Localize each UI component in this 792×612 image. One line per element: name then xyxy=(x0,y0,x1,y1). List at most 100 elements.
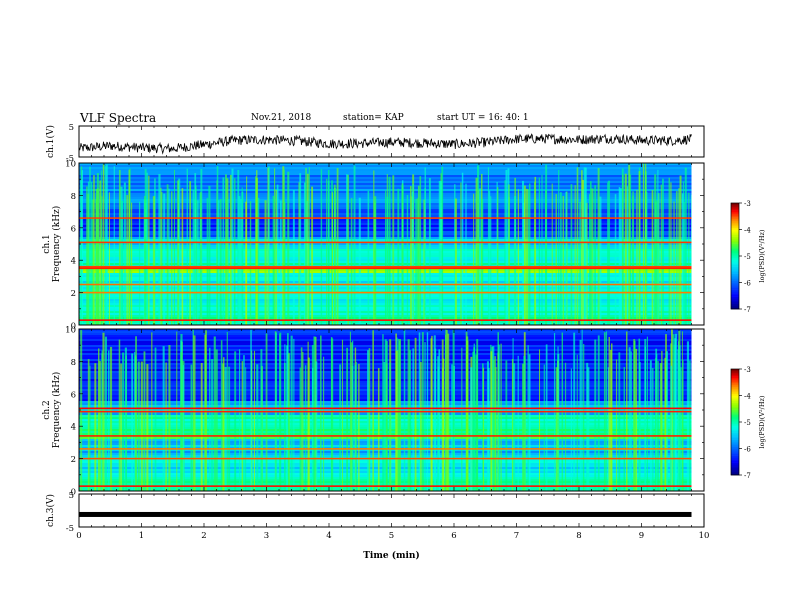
spectro-impulse xyxy=(410,186,412,325)
spectro-impulse xyxy=(118,339,121,491)
y-tick-label: 0 xyxy=(71,322,76,332)
colorbar-step xyxy=(731,377,739,380)
spectro-impulse xyxy=(168,345,171,491)
spectro-impulse xyxy=(397,188,400,325)
x-tick-label: 1 xyxy=(139,531,144,541)
spectro-impulse xyxy=(189,181,192,325)
spectro-impulse xyxy=(497,344,500,491)
spectro-impulse xyxy=(104,165,107,325)
spectro-impulse xyxy=(303,182,306,325)
spectro-impulse xyxy=(306,173,309,325)
narrowband-line xyxy=(79,448,692,450)
colorbar-step xyxy=(731,406,739,409)
colorbar-step xyxy=(731,278,739,282)
colorbar-step xyxy=(731,243,739,246)
spectro-impulse xyxy=(377,368,380,491)
spectro-impulse xyxy=(505,169,508,325)
colorbar-step xyxy=(731,467,739,470)
spectro-row xyxy=(79,175,692,178)
colorbar-step xyxy=(731,231,739,234)
spectro-impulse xyxy=(494,356,496,491)
spectro-impulse xyxy=(655,358,657,491)
spectro-impulse xyxy=(336,168,339,325)
spectro-row xyxy=(79,181,692,184)
spectro-impulse xyxy=(389,362,391,491)
x-tick-label: 2 xyxy=(201,531,206,541)
spectro-impulse xyxy=(526,188,529,325)
colorbar-step xyxy=(731,305,739,308)
spectro-impulse xyxy=(403,329,406,491)
spectro-impulse xyxy=(253,350,256,491)
colorbar-step xyxy=(731,423,739,426)
colorbar-step xyxy=(731,469,739,472)
y-tick-label: 10 xyxy=(65,160,76,170)
spectro-impulse xyxy=(673,201,675,325)
colorbar-step xyxy=(731,240,739,243)
spectro-impulse xyxy=(482,363,484,491)
time-ticks xyxy=(78,329,705,491)
spectro-impulse xyxy=(635,348,638,491)
spectro-impulse xyxy=(622,174,624,325)
spectro-impulse xyxy=(346,174,348,325)
spectro-impulse xyxy=(517,355,519,491)
colorbar-step xyxy=(731,250,739,253)
colorbar-step xyxy=(731,418,739,421)
spectro-impulse xyxy=(238,196,241,325)
spectro-impulse xyxy=(241,191,244,325)
spectro-impulse xyxy=(658,193,660,325)
spectro-impulse xyxy=(632,195,634,325)
spectro-impulse xyxy=(129,168,131,325)
colorbar-label: log(PSD)(V²/Hz) xyxy=(758,395,766,448)
colorbar-step xyxy=(731,227,739,230)
axis-label-line: ch.1 xyxy=(42,234,52,253)
colorbar-step xyxy=(731,430,739,433)
spectro-impulse xyxy=(255,178,258,325)
spectro-impulse xyxy=(582,189,584,325)
spectro-impulse xyxy=(231,168,234,325)
colorbar-step xyxy=(731,369,739,372)
spectro-row xyxy=(79,171,692,174)
spectro-impulse xyxy=(240,199,242,325)
spectro-impulse xyxy=(581,329,583,491)
spectro-impulse xyxy=(679,175,682,325)
y-tick-label: 5 xyxy=(69,123,74,133)
start-time-label: start UT = 16: 40: 1 xyxy=(437,113,529,123)
spectro-impulse xyxy=(160,187,162,325)
colorbar-step xyxy=(731,473,739,476)
spectro-impulse xyxy=(574,185,576,325)
spectro-impulse xyxy=(555,367,558,491)
spectro-impulse xyxy=(626,186,629,325)
spectro-impulse xyxy=(326,178,328,325)
spectro-impulse xyxy=(283,169,285,325)
y-tick-label: 10 xyxy=(65,326,76,336)
spectro-impulse xyxy=(445,329,447,491)
spectro-impulse xyxy=(608,336,610,491)
colorbar-step xyxy=(731,400,739,403)
colorbar-step xyxy=(731,384,739,387)
spectro-impulse xyxy=(543,364,545,491)
colorbar-step xyxy=(731,432,739,435)
spectro-impulse xyxy=(80,180,82,325)
spectro-impulse xyxy=(652,368,654,491)
spectro-impulse xyxy=(609,349,612,491)
spectro-impulse xyxy=(642,163,644,325)
colorbar-step xyxy=(731,374,739,377)
colorbar-step xyxy=(731,437,739,440)
spectro-impulse xyxy=(619,188,622,325)
x-tick-label: 10 xyxy=(699,531,710,541)
spectro-impulse xyxy=(523,355,526,491)
ch3-waveform-ylabel: ch.3(V) xyxy=(45,494,56,527)
spectro-impulse xyxy=(307,357,310,491)
colorbar-step xyxy=(731,422,739,425)
spectro-impulse xyxy=(570,368,572,491)
spectro-impulse xyxy=(222,363,225,491)
ch2-spectrogram-colorbar: -3 -4 -5 -6 -7 log(PSD)(V²/Hz) xyxy=(730,366,766,480)
colorbar-step xyxy=(731,466,739,469)
colorbar-step xyxy=(731,444,739,448)
spectro-impulse xyxy=(528,189,530,325)
spectro-impulse xyxy=(350,198,353,325)
spectro-impulse xyxy=(299,367,302,491)
spectro-impulse xyxy=(565,362,567,491)
colorbar-step xyxy=(731,208,739,211)
spectro-impulse xyxy=(545,164,548,325)
